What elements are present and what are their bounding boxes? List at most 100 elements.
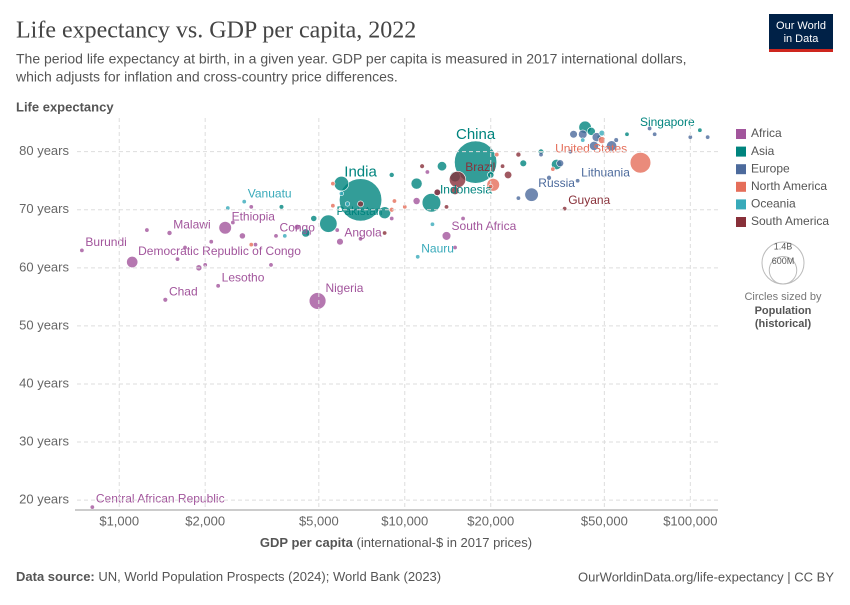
bubble: [182, 245, 188, 251]
bubble: [415, 254, 421, 260]
bubble: [697, 127, 703, 133]
size-legend-title: Circles sized by: [744, 291, 822, 303]
point-label: Lesotho: [222, 270, 265, 284]
legend-label: North America: [751, 179, 827, 193]
bubble: [389, 215, 395, 221]
legend-swatch: [736, 199, 746, 210]
bubble: [569, 130, 578, 139]
bubble: [629, 152, 652, 174]
legend-swatch: [736, 129, 746, 139]
legend-label: Asia: [751, 144, 775, 158]
bubble: [606, 140, 618, 152]
x-tick-label: $1,000: [99, 513, 139, 528]
footer-source: Data source: UN, World Population Prospe…: [16, 569, 441, 584]
x-axis-title-main: GDP per capita: [260, 535, 354, 550]
point-label: Russia: [538, 176, 575, 190]
bubble: [441, 231, 452, 241]
bubble: [357, 200, 364, 208]
bubble: [578, 129, 588, 139]
bubble: [166, 230, 173, 236]
logo-text: in Data: [784, 33, 820, 45]
point-label: Pakistan: [336, 204, 382, 218]
bubble: [705, 134, 711, 140]
bubble: [515, 195, 521, 201]
point-label: Burundi: [85, 235, 126, 249]
source-label: Data source:: [16, 569, 95, 584]
bubble: [248, 242, 254, 248]
logo[interactable]: [769, 14, 833, 52]
chart-title: Life expectancy vs. GDP per capita, 2022: [16, 18, 416, 44]
bubble: [598, 129, 606, 137]
point-label: Vanuatu: [248, 186, 292, 200]
bubble: [338, 190, 344, 196]
point-label: Ethiopia: [232, 210, 276, 224]
y-tick-label: 60 years: [19, 259, 69, 274]
y-tick-label: 30 years: [19, 433, 69, 448]
bubble: [586, 127, 596, 136]
bubble: [241, 199, 247, 205]
bubble: [589, 140, 599, 151]
bubble: [334, 227, 340, 233]
point-label: Guyana: [568, 193, 610, 207]
legend-swatch: [736, 217, 746, 227]
bubble: [504, 170, 513, 179]
bubble: [382, 230, 388, 236]
point-label: Singapore: [640, 115, 695, 129]
point-label: Democratic Republic of Congo: [138, 244, 301, 258]
y-tick-label: 40 years: [19, 375, 69, 390]
logo-bar: [769, 49, 833, 52]
bubble: [575, 178, 581, 184]
point-label: Angola: [344, 226, 382, 240]
bubble: [248, 204, 254, 210]
bubble: [412, 197, 421, 205]
x-axis-title: GDP per capita (international-$ in 2017 …: [260, 535, 532, 550]
bubble: [175, 256, 181, 262]
bubble: [452, 245, 458, 251]
bubble: [126, 256, 139, 268]
bubble: [419, 163, 425, 169]
x-tick-label: $2,000: [185, 513, 225, 528]
legend-label: Europe: [751, 161, 790, 175]
bubble: [624, 131, 630, 137]
bubble: [336, 238, 344, 246]
size-legend-variable: Population: [755, 305, 812, 317]
bubble: [500, 163, 506, 169]
bubble: [580, 137, 586, 143]
point-label: Lithuania: [581, 165, 630, 179]
bubble: [444, 204, 450, 210]
bubble: [319, 214, 338, 233]
x-axis-title-unit: (international-$ in 2017 prices): [356, 535, 532, 550]
point-label: South Africa: [452, 219, 517, 233]
bubble: [613, 137, 619, 143]
x-tick-label: $50,000: [581, 513, 628, 528]
subtitle: which adjusts for inflation and cross-co…: [15, 69, 398, 85]
bubble: [358, 236, 364, 242]
bubble: [294, 224, 301, 231]
bubble: [308, 292, 327, 310]
point-label: Chad: [169, 284, 198, 298]
point-label: United States: [555, 142, 627, 156]
point-label: Nigeria: [325, 281, 363, 295]
footer-url[interactable]: OurWorldinData.org/life-expectancy | CC …: [578, 569, 834, 584]
x-tick-label: $5,000: [299, 513, 339, 528]
bubble: [344, 201, 350, 207]
bubble: [556, 159, 564, 168]
y-tick-label: 70 years: [19, 201, 69, 216]
bubble: [421, 193, 442, 213]
bubble: [268, 262, 274, 268]
bubble: [208, 239, 214, 245]
point-label: Brazil: [465, 160, 495, 174]
bubble: [339, 178, 383, 222]
plot: Nigeria Ethiopia Democratic Republic of Co…: [79, 115, 711, 510]
size-legend-circle: [768, 256, 798, 285]
x-tick-label: $10,000: [381, 513, 428, 528]
legend-label: Africa: [751, 126, 782, 140]
bubble: [424, 169, 430, 175]
bubble: [239, 232, 246, 240]
bubble: [410, 177, 423, 190]
legend-label: Oceania: [751, 197, 796, 211]
bubble: [460, 215, 466, 221]
bubble: [230, 220, 236, 226]
point-label: India: [344, 164, 377, 181]
